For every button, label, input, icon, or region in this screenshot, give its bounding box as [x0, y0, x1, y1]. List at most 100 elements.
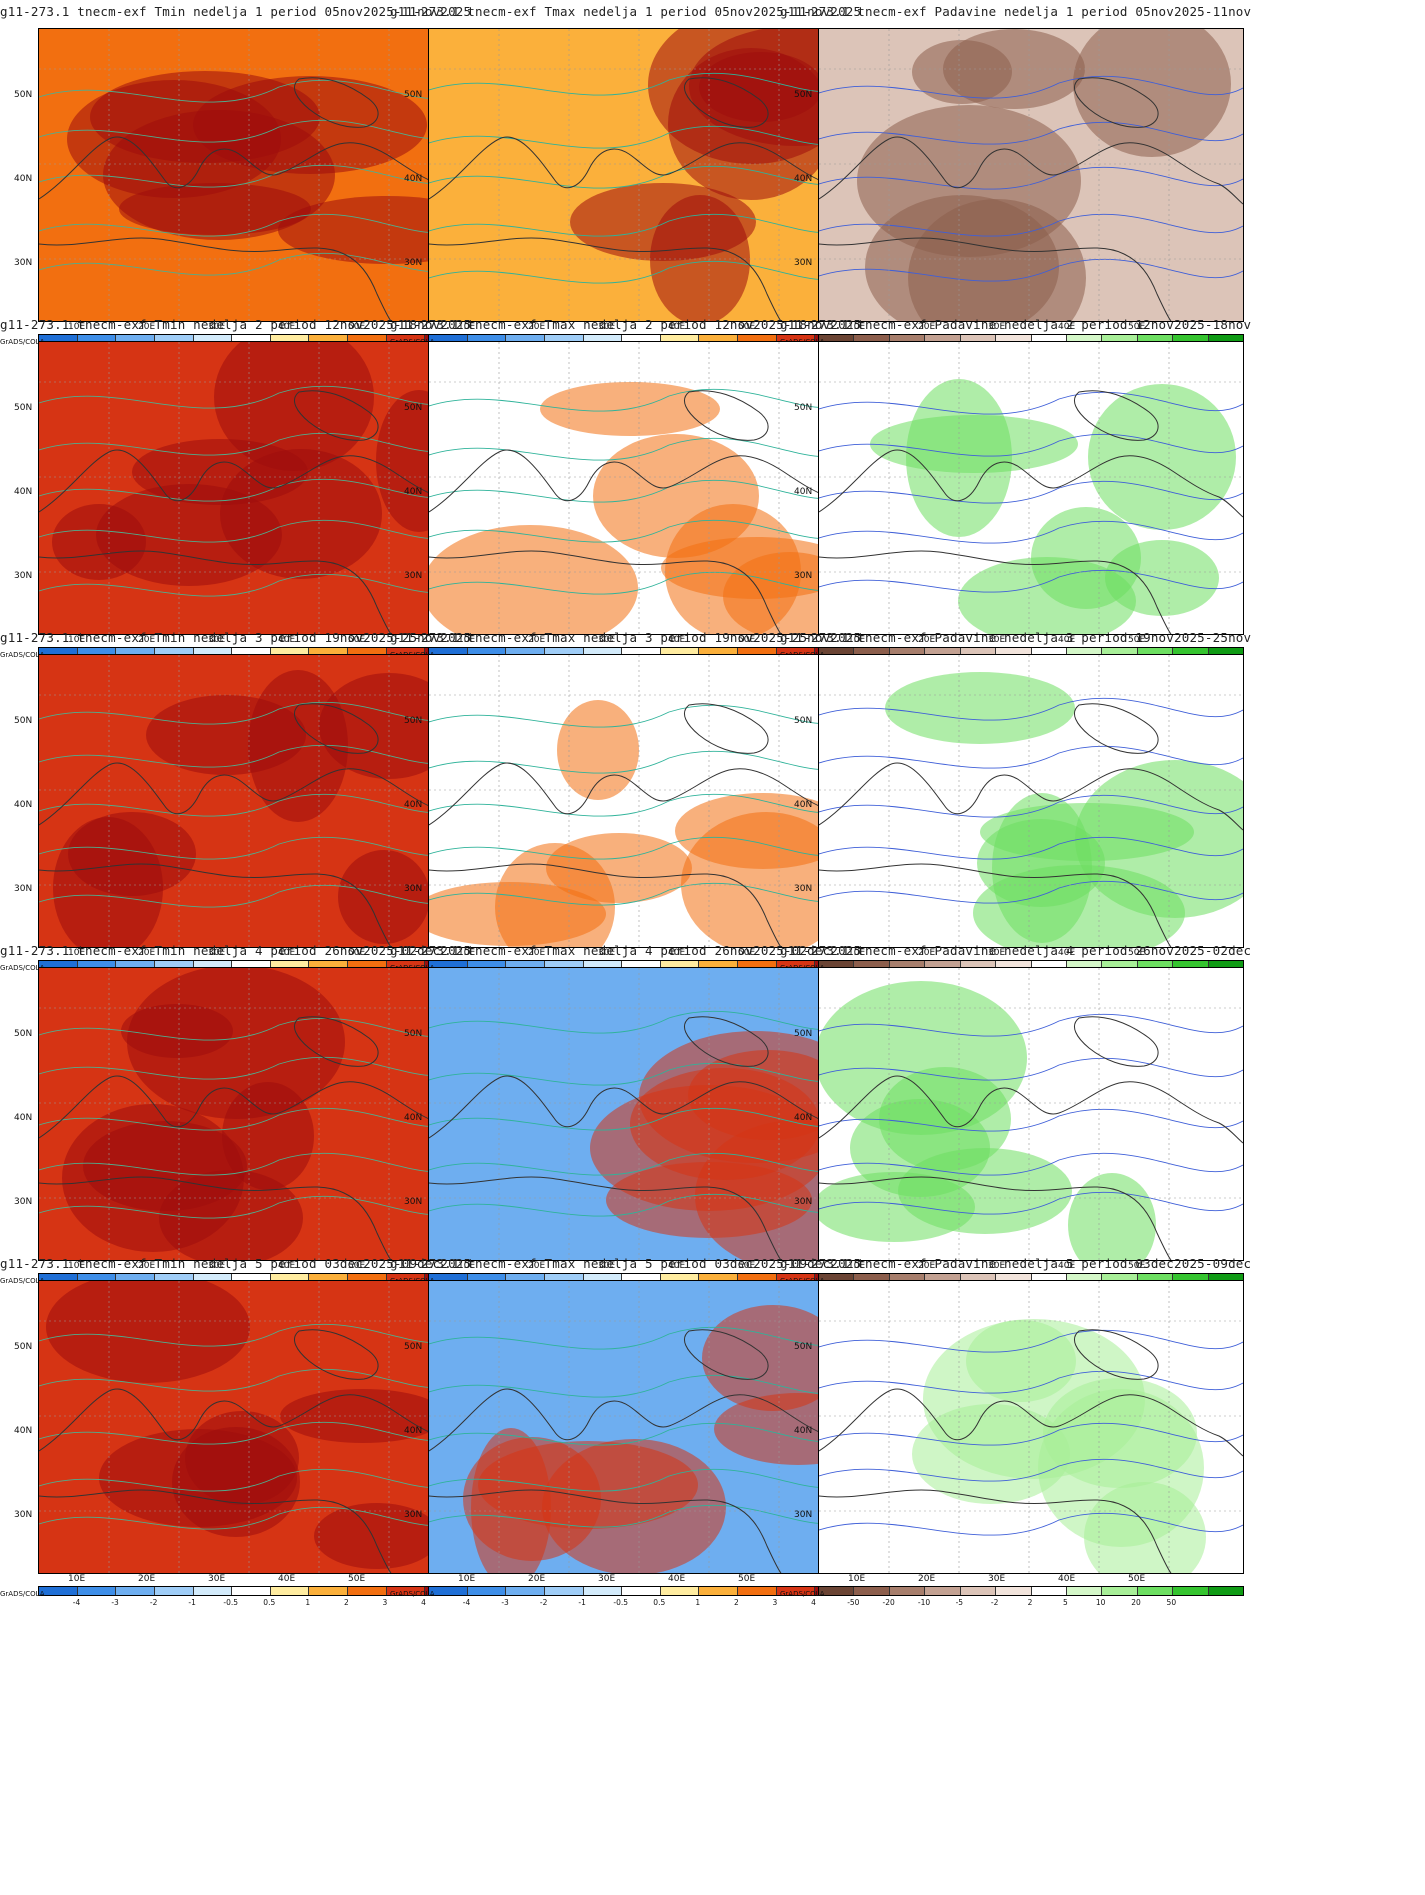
longitude-label: 30E — [598, 1574, 616, 1584]
coastline — [39, 136, 463, 205]
colorbar-label: -10 — [917, 1598, 931, 1607]
longitude-label: 40E — [278, 635, 296, 645]
panel-title: g11-273.1 tnecm-exf Padavine nedelja 5 p… — [780, 1256, 1252, 1271]
colorbar-swatch — [889, 961, 926, 969]
longitude-label: 10E — [68, 635, 86, 645]
latitude-label: 40N — [404, 1426, 423, 1436]
longitude-label: 30E — [988, 1574, 1006, 1584]
colorbar-label: -2 — [990, 1598, 999, 1607]
colorbar-swatch — [116, 961, 155, 969]
contour-line — [39, 1368, 463, 1392]
colorbar-label: -1 — [578, 1598, 586, 1607]
contour-line — [39, 1017, 463, 1041]
latitude-label: 50N — [404, 1342, 423, 1352]
latitude-label: 30N — [794, 1510, 813, 1520]
contour-line — [429, 165, 853, 189]
longitude-label: 30E — [988, 322, 1006, 332]
colorbar-swatch — [1137, 961, 1174, 969]
latitude-label: 30N — [404, 1510, 423, 1520]
longitude-label: 40E — [668, 948, 686, 958]
colorbar-swatch — [232, 1274, 271, 1282]
contour-line — [39, 744, 463, 768]
colorbar-swatch — [154, 335, 194, 343]
longitude-label: 10E — [68, 322, 86, 332]
contour-line — [819, 1512, 1243, 1536]
colorbar-label: -4 — [462, 1598, 471, 1607]
latitude-label: 30N — [14, 1197, 33, 1207]
colorbar-swatch — [1173, 648, 1209, 656]
colorbar-label: 50 — [1166, 1598, 1177, 1607]
colorbar-label: 10 — [1095, 1598, 1106, 1607]
colorbar-swatch — [467, 648, 507, 656]
colorbar-swatch — [39, 961, 78, 969]
contour-line — [39, 1152, 463, 1176]
contour-line — [39, 1107, 463, 1131]
coastline — [429, 1489, 782, 1573]
longitude-label: 40E — [1058, 635, 1076, 645]
anomaly-patch — [648, 29, 853, 164]
contour-line — [819, 1013, 1243, 1037]
colorbar-swatch — [270, 1587, 310, 1595]
colorbar — [428, 1273, 854, 1283]
colorbar-swatch — [1137, 1587, 1174, 1595]
longitude-label: 10E — [458, 322, 476, 332]
colorbar-swatch — [1066, 961, 1103, 969]
latitude-label: 50N — [14, 1029, 33, 1039]
longitude-label: 10E — [68, 1261, 86, 1271]
contour-line — [39, 164, 463, 188]
colorbar-swatch — [622, 648, 661, 656]
colorbar-swatch — [77, 1587, 117, 1595]
latitude-label: 50N — [404, 403, 423, 413]
anomaly-patch — [681, 812, 851, 947]
black-sea-outline — [1074, 703, 1159, 754]
colorbar-swatch — [193, 961, 233, 969]
anomaly-patch — [314, 1503, 440, 1569]
colorbar-swatch — [39, 648, 78, 656]
latitude-label: 40N — [794, 800, 813, 810]
colorbar-swatch — [1066, 648, 1103, 656]
longitude-label: 40E — [1058, 1261, 1076, 1271]
longitude-label: 30E — [988, 948, 1006, 958]
panel-title: g11-273.1 tnecm-exf Tmax nedelja 3 perio… — [390, 630, 862, 645]
latitude-label: 30N — [14, 884, 33, 894]
colorbar-swatch — [1208, 1274, 1244, 1282]
colorbar-swatch — [348, 335, 387, 343]
colorbar-swatch — [925, 648, 961, 656]
anomaly-patch — [146, 695, 306, 775]
software-label: GrADS/COLA — [390, 1590, 435, 1598]
longitude-label: 20E — [918, 635, 936, 645]
longitude-label: 50E — [738, 948, 756, 958]
colorbar-swatch — [467, 335, 507, 343]
latitude-label: 40N — [14, 1426, 33, 1436]
colorbar-swatch — [270, 335, 310, 343]
colorbar-swatch — [467, 1274, 507, 1282]
anomaly-patch — [973, 865, 1185, 947]
contour-line — [39, 1506, 463, 1530]
colorbar-label: -0.5 — [613, 1598, 629, 1607]
contour-line — [429, 213, 853, 237]
longitude-label: 10E — [848, 948, 866, 958]
colorbar-swatch — [154, 1587, 194, 1595]
contour-line — [429, 704, 853, 728]
contour-line — [39, 1195, 463, 1219]
colorbar-swatch — [309, 648, 349, 656]
colorbar-swatch — [776, 1587, 816, 1595]
latitude-label: 30N — [404, 571, 423, 581]
longitude-label: 10E — [68, 948, 86, 958]
contour-line — [39, 519, 463, 543]
latitude-label: 50N — [14, 716, 33, 726]
colorbar-swatch — [1102, 1587, 1138, 1595]
contour-line — [819, 836, 1243, 860]
colorbar-swatch — [889, 335, 926, 343]
contour-line — [429, 72, 853, 96]
anomaly-patch — [819, 981, 1027, 1135]
contour-line — [429, 388, 853, 412]
longitude-label: 40E — [278, 948, 296, 958]
colorbar-swatch — [270, 961, 310, 969]
colorbar-swatch — [699, 335, 739, 343]
contour-line — [819, 1329, 1243, 1353]
map-area — [818, 28, 1244, 322]
panel-prec-week-4: g11-273.1 tnecm-exf Padavine nedelja 4 p… — [780, 939, 1252, 1314]
colorbar-swatch — [622, 1587, 661, 1595]
panel-title: g11-273.1 tnecm-exf Tmin nedelja 4 perio… — [0, 943, 472, 958]
